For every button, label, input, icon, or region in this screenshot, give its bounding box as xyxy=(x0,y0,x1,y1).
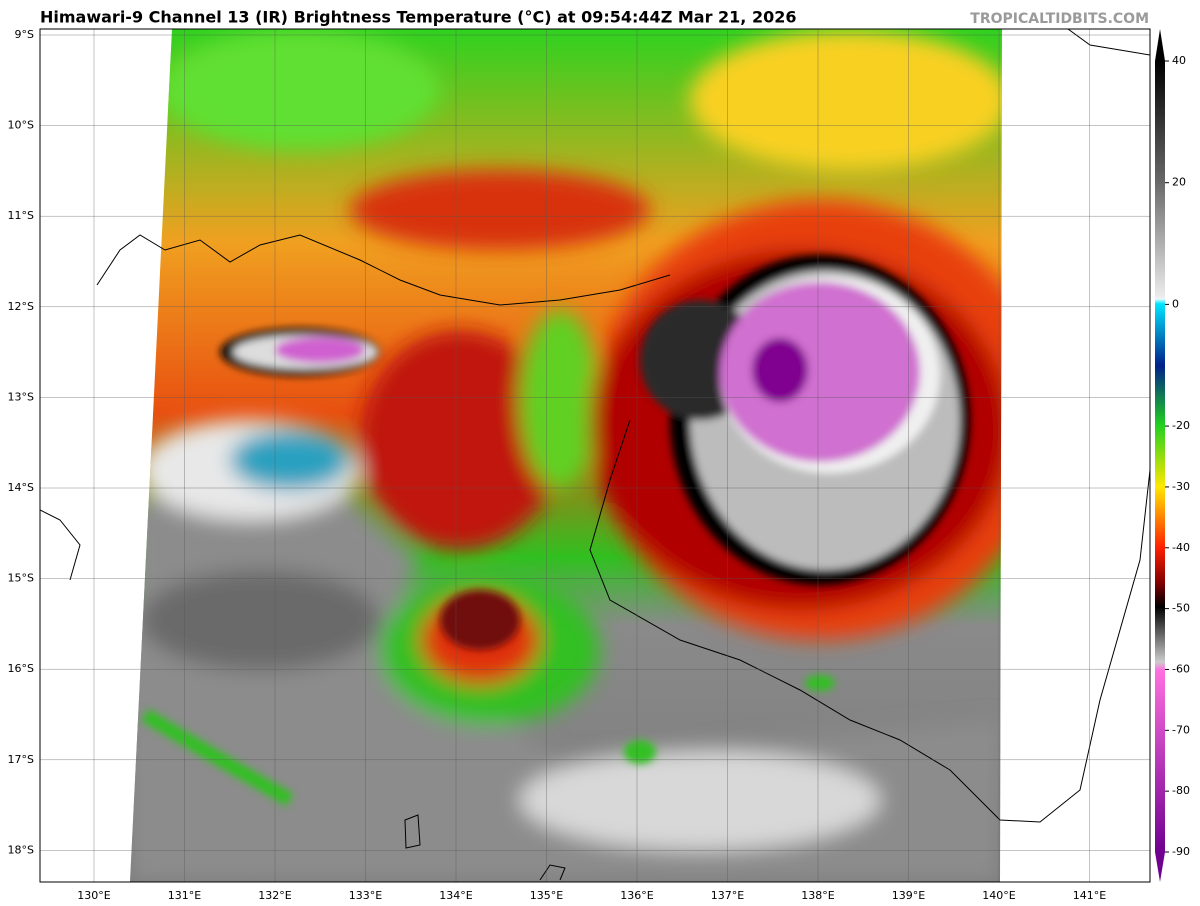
colorbar-tick-label: 40 xyxy=(1172,54,1186,67)
colorbar-tick-label: -40 xyxy=(1172,541,1190,554)
colorbar-extend-bottom xyxy=(1155,852,1165,882)
latitude-label: 10°S xyxy=(8,119,34,132)
longitude-label: 140°E xyxy=(982,889,1015,902)
longitude-label: 132°E xyxy=(258,889,291,902)
latitude-label: 13°S xyxy=(8,390,34,403)
colorbar-tick-label: -80 xyxy=(1172,784,1190,797)
longitude-label: 136°E xyxy=(620,889,653,902)
map-frame xyxy=(39,28,1151,883)
graticule xyxy=(40,29,1150,882)
watermark: TROPICALTIDBITS.COM xyxy=(970,11,1149,27)
colorbar xyxy=(1155,29,1165,882)
latitude-label: 14°S xyxy=(8,481,34,494)
latitude-label: 16°S xyxy=(8,662,34,675)
longitude-label: 133°E xyxy=(349,889,382,902)
longitude-label: 130°E xyxy=(77,889,110,902)
latitude-label: 18°S xyxy=(8,843,34,856)
colorbar-tick-label: -90 xyxy=(1172,845,1190,858)
longitude-label: 138°E xyxy=(801,889,834,902)
colorbar-tick-label: -60 xyxy=(1172,662,1190,675)
latitude-label: 15°S xyxy=(8,572,34,585)
axis-labels: 9°S 10°S 11°S 12°S 13°S 14°S 15°S 16°S 17°S 18°S 1… xyxy=(8,28,1190,902)
map-title: Himawari-9 Channel 13 (IR) Brightness Te… xyxy=(40,8,796,27)
colorbar-body xyxy=(1155,61,1165,852)
latitude-label: 11°S xyxy=(8,209,34,222)
colorbar-tick-label: -30 xyxy=(1172,480,1190,493)
colorbar-tick-label: -70 xyxy=(1172,723,1190,736)
longitude-label: 131°E xyxy=(168,889,201,902)
latitude-label: 17°S xyxy=(8,753,34,766)
colorbar-tick-label: -50 xyxy=(1172,602,1190,615)
colorbar-tick-label: 20 xyxy=(1172,176,1186,189)
colorbar-extend-top xyxy=(1155,29,1165,61)
colorbar-tick-label: -20 xyxy=(1172,419,1190,432)
colorbar-tick-label: 0 xyxy=(1172,297,1179,310)
longitude-label: 135°E xyxy=(530,889,563,902)
latitude-label: 9°S xyxy=(15,28,34,41)
latitude-label: 12°S xyxy=(8,300,34,313)
coastlines xyxy=(40,29,1150,881)
satellite-imagery xyxy=(40,29,1150,882)
longitude-label: 137°E xyxy=(711,889,744,902)
longitude-label: 141°E xyxy=(1073,889,1106,902)
longitude-label: 134°E xyxy=(439,889,472,902)
longitude-label: 139°E xyxy=(892,889,925,902)
